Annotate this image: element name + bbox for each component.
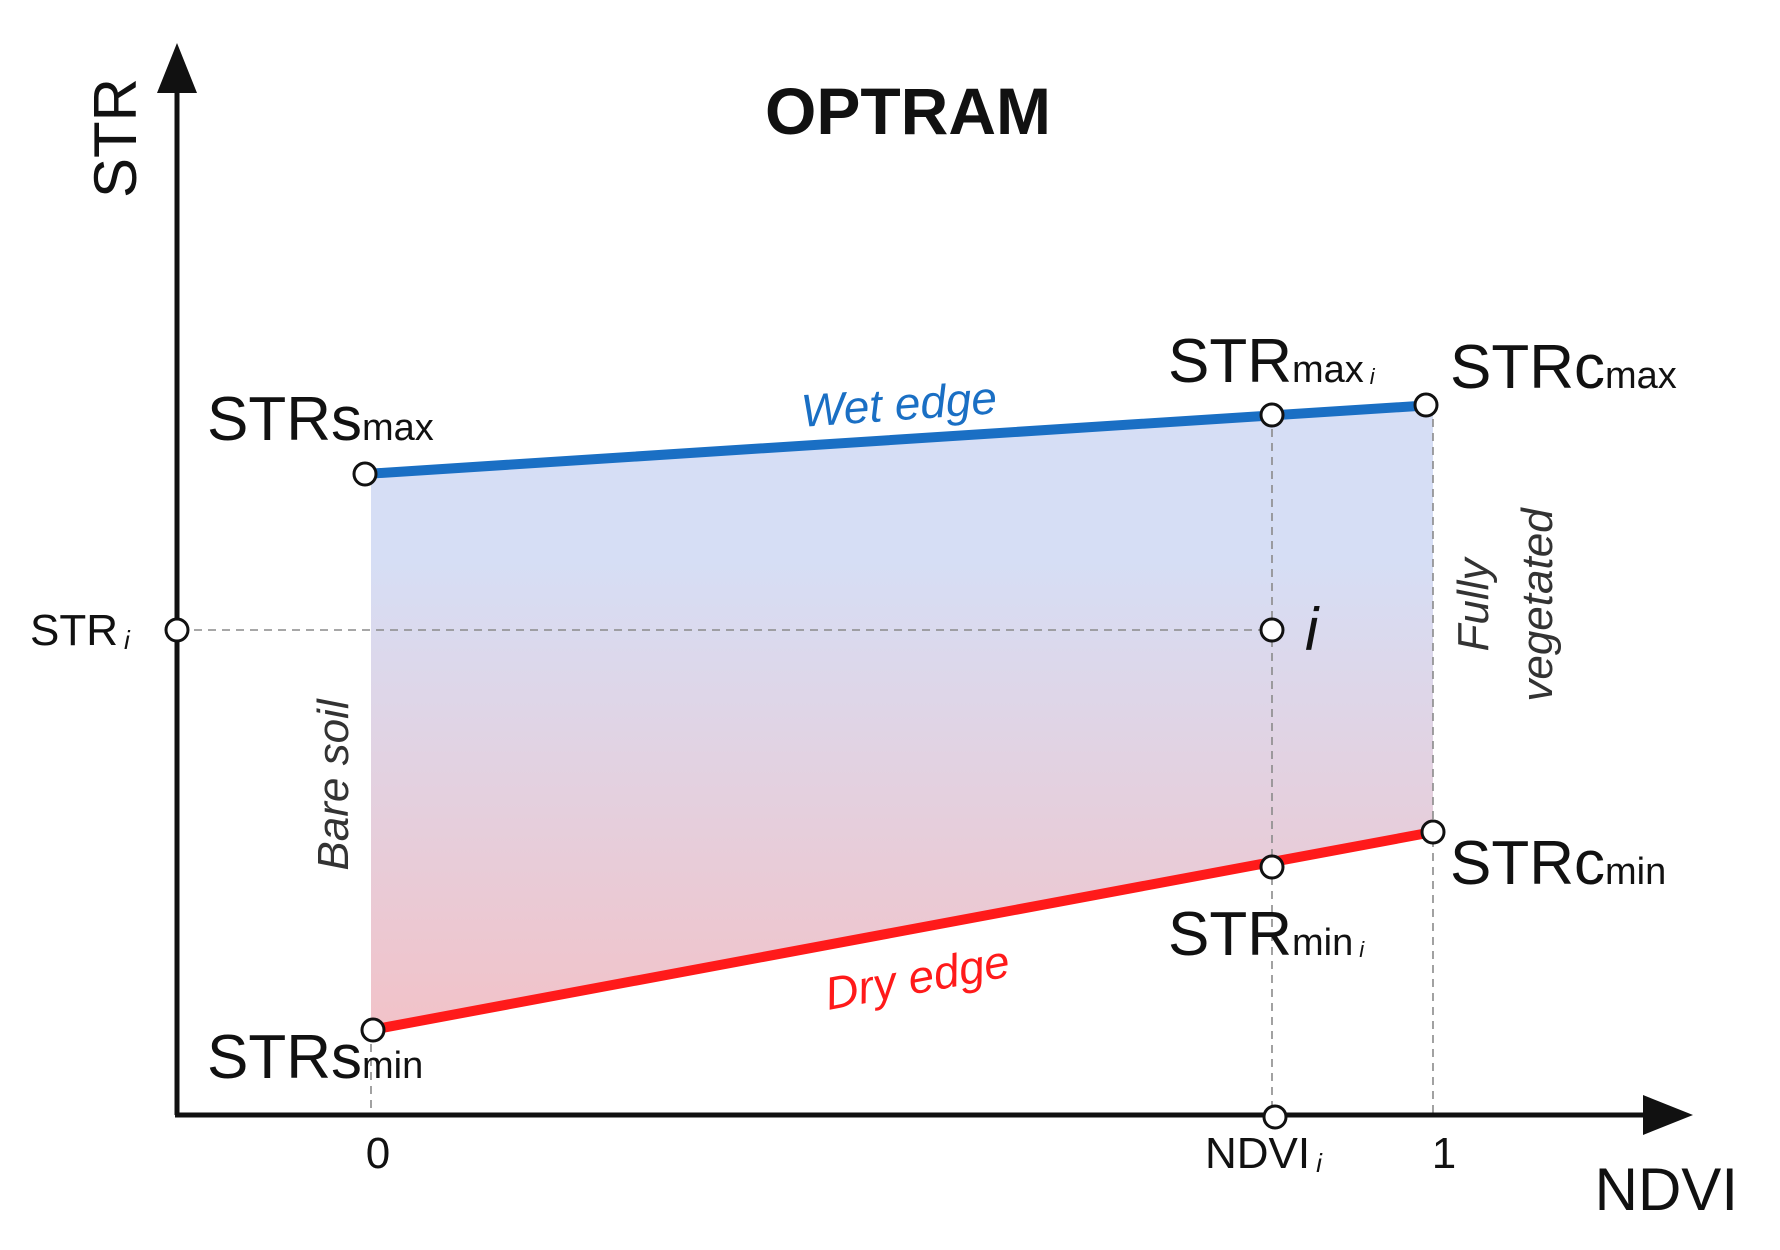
str-c-min-point <box>1420 819 1446 845</box>
str-max-i-point <box>1259 402 1285 428</box>
str-s-min-point <box>360 1017 386 1043</box>
str-max-i-label: STRmax i <box>1168 327 1376 396</box>
ndvi-i-axis-point <box>1262 1104 1288 1130</box>
dry-edge-line <box>366 827 1438 1035</box>
str-s-max-label: STRsmax <box>207 385 434 454</box>
point-i <box>1259 617 1285 643</box>
wet-edge-line <box>360 400 1438 479</box>
str-i-axis-point <box>164 617 190 643</box>
str-min-i-point <box>1259 854 1285 880</box>
x-tick-one: 1 <box>1432 1129 1456 1178</box>
x-axis-label: NDVI <box>1595 1156 1738 1223</box>
fully-label: Fully <box>1449 556 1498 652</box>
point-i-label: i <box>1305 596 1320 663</box>
str-s-min-label: STRsmin <box>207 1023 423 1092</box>
str-min-i-label: STRmin i <box>1168 900 1365 969</box>
str-i-label: STR i <box>30 606 131 655</box>
x-tick-zero: 0 <box>366 1129 390 1178</box>
vegetated-label: vegetated <box>1513 507 1562 702</box>
str-s-max-point <box>352 461 378 487</box>
diagram-title: OPTRAM <box>765 74 1051 148</box>
ndvi-i-label: NDVI i <box>1205 1129 1323 1178</box>
str-c-max-point <box>1413 392 1439 418</box>
str-c-min-label: STRcmin <box>1450 829 1666 898</box>
dry-edge-label: Dry edge <box>821 935 1014 1020</box>
trapezoid-region <box>371 405 1433 1030</box>
wet-edge-label: Wet edge <box>799 371 998 437</box>
str-c-max-label: STRcmax <box>1450 333 1677 402</box>
bare-soil-label: Bare soil <box>309 698 358 870</box>
y-axis-label: STR <box>82 78 149 198</box>
